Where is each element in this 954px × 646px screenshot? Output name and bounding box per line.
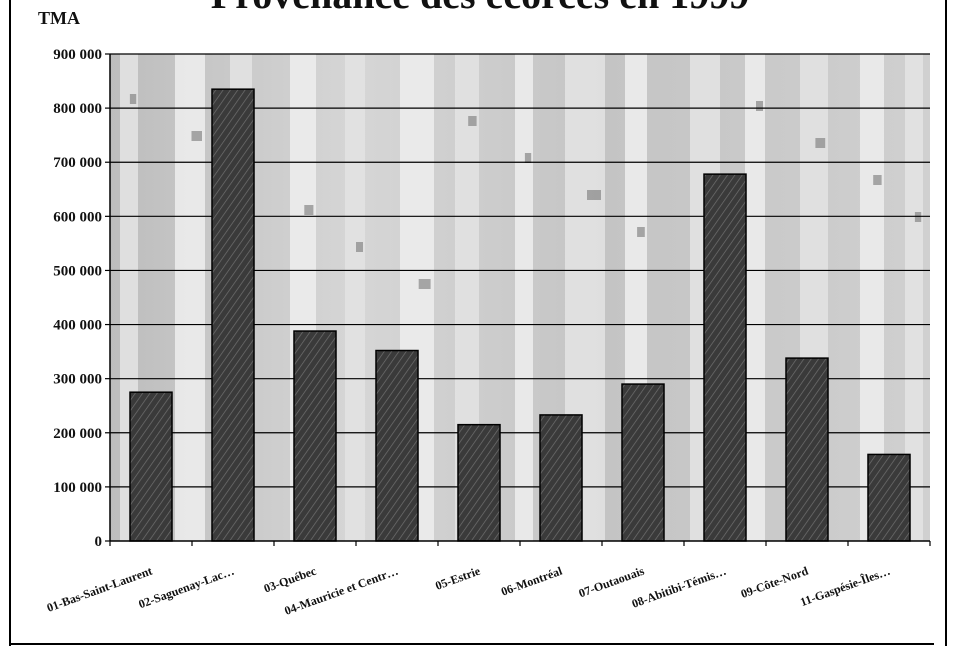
x-tick-label: 11-Gaspésie-Îles… [798,564,892,610]
y-tick-label: 700 000 [53,155,102,171]
bar [211,88,255,542]
y-tick-label: 400 000 [53,318,102,334]
y-tick-label: 600 000 [53,209,102,225]
bar [703,173,747,542]
y-tick-label: 300 000 [53,372,102,388]
bar [129,391,173,542]
y-axis-unit-label: TMA [38,8,80,28]
x-tick-label: 05-Estrie [433,563,482,592]
bar [375,349,419,542]
chart-title: Provenance des écorces en 1999 [211,0,749,17]
x-tick-label: 03-Québec [262,563,319,595]
y-tick-label: 500 000 [53,263,102,279]
bars [129,88,911,542]
y-tick-label: 200 000 [53,426,102,442]
y-tick-label: 100 000 [53,480,102,496]
y-tick-label: 900 000 [53,47,102,63]
bar [293,330,337,542]
bar [457,423,501,542]
bar [539,414,583,542]
bar [621,383,665,542]
x-tick-label: 01-Bas-Saint-Laurent [45,564,154,615]
x-tick-label: 08-Abitibi-Témis… [630,564,728,611]
y-tick-label: 0 [95,534,103,550]
bar [785,357,829,542]
y-axis-ticks: 0 100 000 200 000 300 000 400 000 500 000 600 … [53,47,110,550]
y-tick-label: 800 000 [53,101,102,117]
bar [867,453,911,542]
x-tick-label: 06-Montréal [499,563,565,598]
